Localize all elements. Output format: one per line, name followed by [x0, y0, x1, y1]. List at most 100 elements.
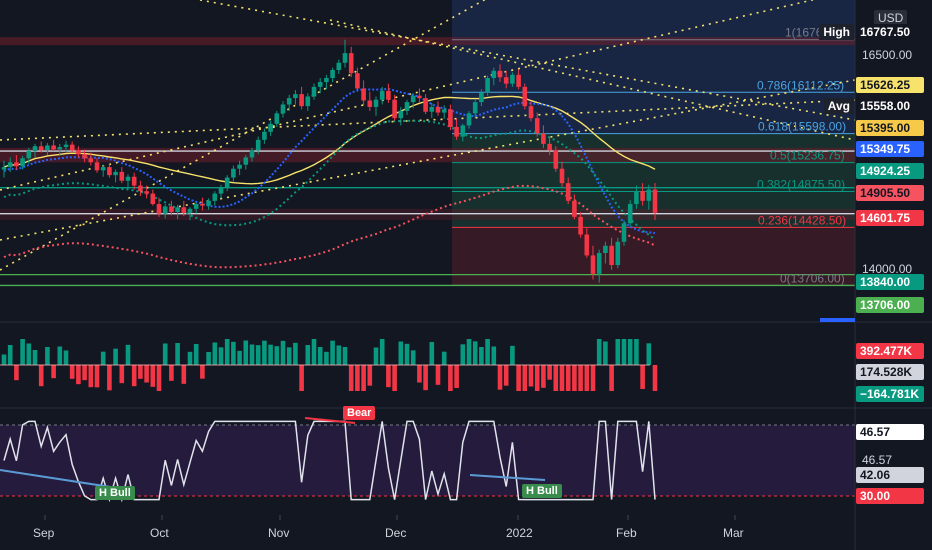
candle-body: [392, 99, 397, 119]
badge-value: 42.06: [856, 467, 924, 483]
candle-body: [317, 82, 323, 87]
candle-body: [7, 162, 13, 168]
badge-value: 15395.00: [856, 120, 924, 136]
candle-body: [175, 207, 180, 213]
candle-body: [348, 53, 354, 74]
candle-body: [485, 78, 490, 93]
price-badge: 13706.00: [856, 297, 924, 313]
volume-bar: [324, 351, 329, 365]
volume-bar: [528, 365, 534, 387]
volume-badge: −164.781K: [856, 386, 924, 402]
x-label: 2022: [506, 526, 533, 540]
volume-bar: [553, 365, 559, 391]
volume-pane: [0, 339, 658, 391]
candle-body: [255, 139, 261, 151]
volume-bar: [367, 365, 373, 386]
candle-body: [200, 204, 205, 206]
candle-body: [565, 183, 571, 201]
fib-label: 0.382(14875.50): [757, 178, 845, 192]
candle-body: [516, 74, 521, 87]
fib-label: 0.236(14428.50): [758, 213, 846, 227]
candle-body: [652, 189, 658, 213]
badge-value: 14905.50: [856, 185, 924, 201]
divergence-line: [304, 417, 356, 424]
candle-body: [627, 204, 633, 224]
volume-bar: [293, 342, 298, 365]
candle-body: [45, 145, 50, 151]
volume-bar: [32, 350, 38, 365]
trend-line: [329, 19, 856, 141]
candle-body: [100, 167, 106, 171]
candle-body: [20, 158, 25, 167]
ma-green: [3, 119, 656, 241]
volume-bar: [156, 365, 162, 391]
badge-value: 13840.00: [856, 274, 924, 290]
badge-label: High: [819, 24, 854, 40]
price-candles: [1, 39, 658, 283]
candle-body: [113, 171, 118, 176]
annotation-tag: H Bull: [522, 484, 562, 498]
volume-bar: [7, 345, 13, 365]
rsi-badge: 46.57: [856, 424, 924, 440]
volume-bar: [448, 365, 453, 391]
volume-bar: [125, 344, 131, 365]
candle-body: [336, 62, 342, 71]
volume-bar: [57, 346, 63, 365]
candle-body: [206, 200, 211, 206]
fib-zone-red: [452, 227, 855, 286]
candle-body: [503, 77, 509, 84]
badge-value: 30.00: [856, 488, 924, 504]
candle-body: [293, 94, 298, 99]
candle-body: [69, 144, 75, 151]
candle-body: [572, 200, 577, 217]
volume-bar: [578, 365, 583, 391]
candle-body: [528, 106, 534, 119]
volume-bar: [640, 365, 645, 389]
volume-bar: [51, 365, 56, 379]
candle-body: [237, 164, 242, 169]
volume-bar: [615, 339, 621, 365]
x-label: Oct: [150, 526, 169, 540]
scroll-marker: [820, 318, 855, 322]
price-badge: 13840.00: [856, 274, 924, 290]
trend-line: [0, 0, 486, 271]
candle-body: [460, 125, 466, 137]
volume-bar: [311, 339, 317, 365]
ma-red: [3, 184, 656, 269]
volume-bar: [435, 365, 441, 385]
volume-bar: [336, 345, 342, 365]
fibonacci-labels: 1(16767.50)0.786(16112.25)0.618(15598.00…: [757, 26, 850, 286]
volume-bar: [454, 365, 459, 388]
candle-body: [262, 131, 267, 140]
volume-bar: [522, 365, 528, 391]
price-axis-label-14000: 14000.00: [862, 262, 913, 276]
trend-lines: [0, 0, 856, 271]
volume-bar: [305, 345, 311, 365]
candle-body: [541, 133, 546, 144]
volume-bar: [162, 343, 168, 365]
volume-bar: [485, 339, 490, 365]
rsi-badge: 30.00: [856, 488, 924, 504]
volume-bar: [565, 365, 571, 391]
volume-bar: [503, 365, 509, 386]
moving-averages: [3, 87, 656, 269]
candle-body: [640, 191, 645, 201]
candle-body: [646, 189, 652, 201]
volume-bar: [280, 340, 286, 365]
volume-bar: [460, 344, 466, 365]
fib-label: 0.618(15598.00): [758, 120, 846, 134]
volume-bar: [590, 365, 596, 391]
candle-body: [231, 168, 236, 178]
currency-label[interactable]: USD: [874, 10, 908, 26]
divergence-line: [469, 474, 546, 481]
candle-body: [410, 95, 416, 103]
volume-bar: [429, 342, 435, 365]
volume-bar: [572, 365, 577, 391]
candle-body: [361, 88, 366, 101]
candle-body: [268, 123, 273, 132]
candle-body: [51, 145, 56, 150]
volume-bar: [386, 365, 391, 388]
candle-body: [299, 94, 304, 107]
volume-bar: [26, 343, 32, 365]
